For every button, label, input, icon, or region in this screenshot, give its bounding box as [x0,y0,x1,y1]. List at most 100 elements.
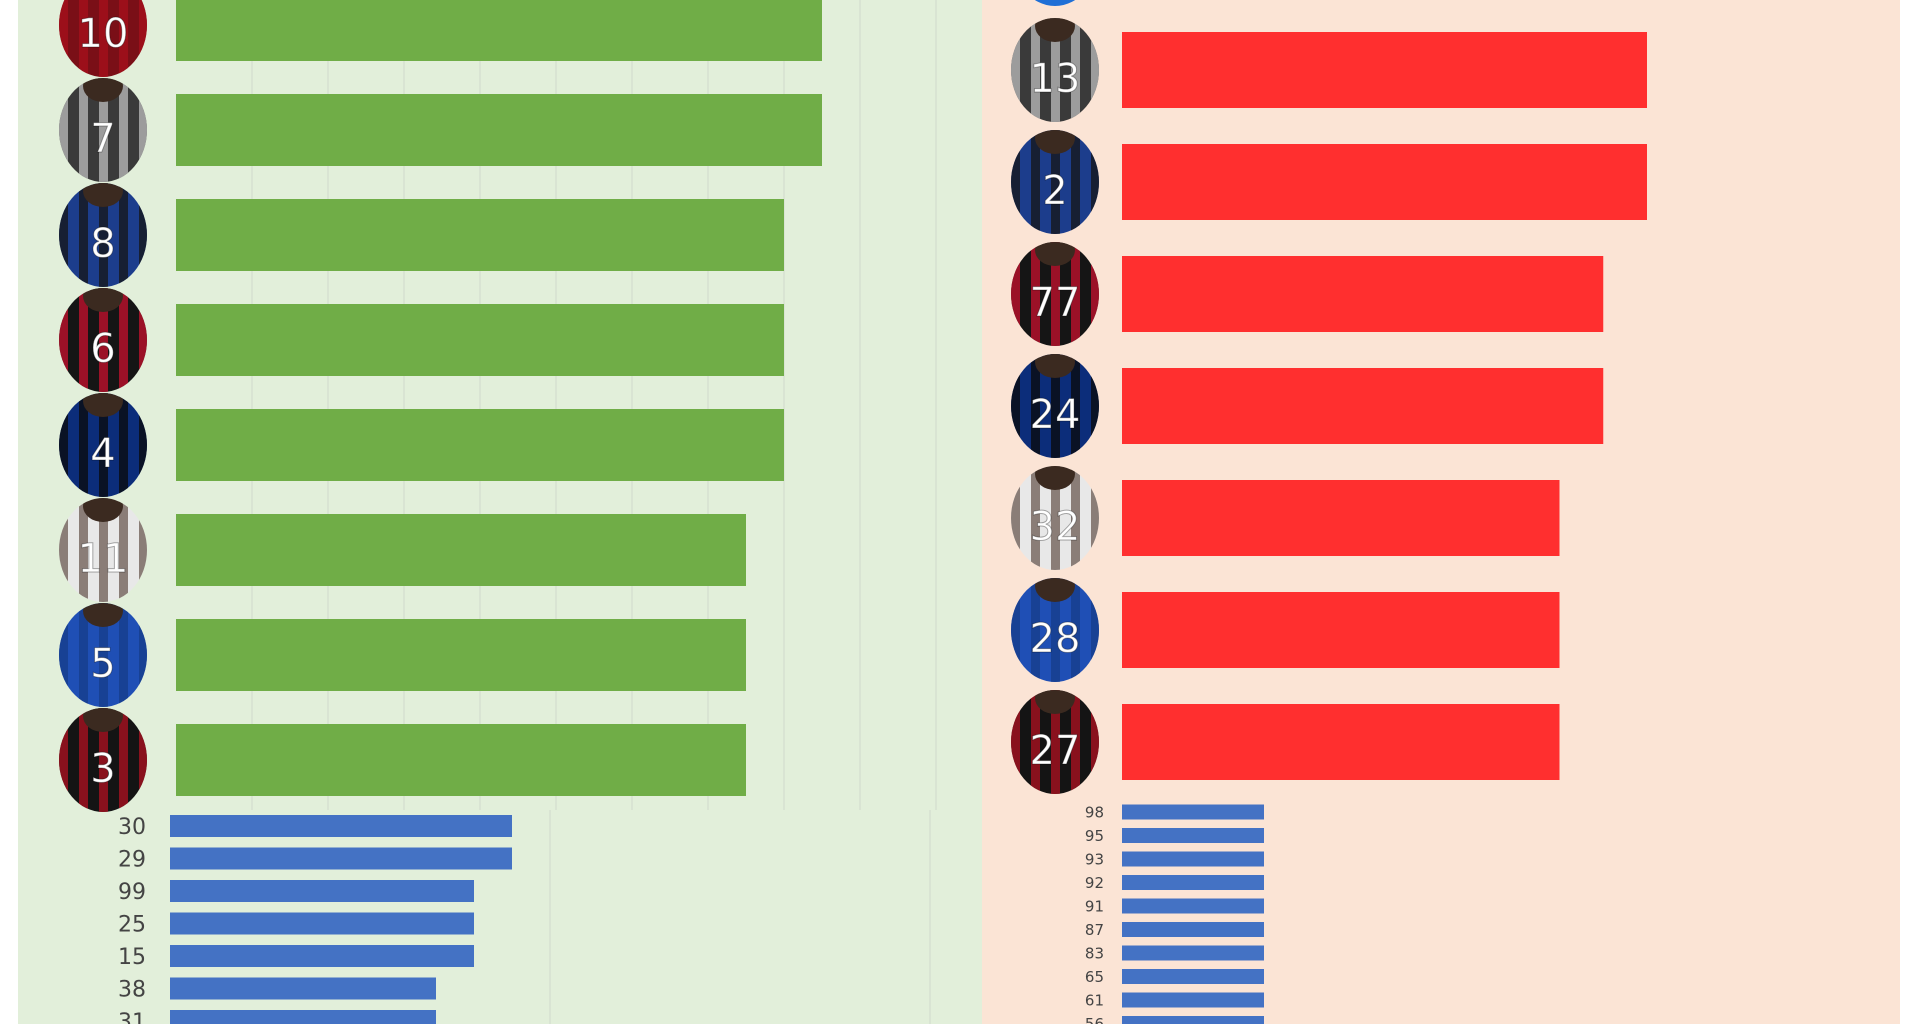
green-bar-4 [176,409,784,481]
jersey-stripe [1031,578,1040,682]
jersey-stripe [59,498,68,602]
green-bar-11 [176,514,746,586]
jersey-stripe [59,603,68,707]
blue-left-tick-label-99: 99 [118,880,146,905]
jersey-stripe [119,288,128,392]
green-avatar-7: 7 [59,78,147,182]
green-avatar-5: 5 [59,603,147,707]
jersey-number-art: 24 [1030,392,1081,438]
jersey-stripe [1011,18,1020,122]
jersey-stripe [79,78,88,182]
green-avatar-11: 11 [59,498,147,602]
avatar-image: 32 [1011,466,1099,570]
jersey-stripe [139,603,147,707]
jersey-stripe [59,78,68,182]
avatar-image: 7 [59,78,147,182]
red-bar-28 [1122,592,1560,668]
jersey-stripe [1071,130,1080,234]
jersey-stripe [79,603,88,707]
blue-left-tick-label-15: 15 [118,945,146,970]
jersey-number-art: 7 [90,116,115,162]
jersey-stripe [79,393,88,497]
blue-left-bar-99 [170,880,474,902]
blue-right-tick-label-56: 56 [1085,1015,1104,1024]
jersey-stripe [1091,242,1099,346]
player-head [1035,130,1075,154]
red-avatar-28: 28 [1011,578,1099,682]
red-bar-13 [1122,32,1647,108]
jersey-stripe [1011,578,1020,682]
jersey-stripe [1031,690,1040,794]
blue-left-tick-label-29: 29 [118,847,146,872]
jersey-stripe [1011,130,1020,234]
jersey-stripe [1031,466,1040,570]
jersey-stripe [1051,130,1060,234]
green-avatar-8: 8 [59,183,147,287]
jersey-stripe [1051,466,1060,570]
red-bar-27 [1122,704,1560,780]
jersey-number-art: 6 [90,326,115,372]
blue-left-bar-25 [170,912,474,935]
blue-right-tick-label-93: 93 [1085,850,1104,868]
jersey-stripe [139,393,147,497]
jersey-stripe [99,183,108,287]
green-bar-10 [176,0,822,61]
red-avatar-partial [1034,0,1076,6]
blue-left-bar-38 [170,977,436,1000]
avatar-image: 11 [59,498,147,602]
avatar-image: 28 [1011,578,1099,682]
jersey-number-art: 77 [1030,280,1081,326]
jersey-stripe [119,78,128,182]
jersey-number-art: 4 [90,431,115,477]
jersey-number-art: 28 [1030,616,1081,662]
blue-right-bar-93 [1122,851,1264,867]
green-avatar-4: 4 [59,393,147,497]
avatar-image: 2 [1011,130,1099,234]
jersey-stripe [119,0,128,77]
player-head [83,78,123,102]
jersey-stripe [99,498,108,602]
jersey-stripe [59,183,68,287]
jersey-stripe [1031,354,1040,458]
red-bar-2 [1122,144,1647,220]
player-head [83,708,123,732]
avatar-image: 5 [59,603,147,707]
jersey-stripe [139,498,147,602]
jersey-stripe [1051,354,1060,458]
jersey-stripe [1091,354,1099,458]
jersey-stripe [1091,130,1099,234]
jersey-stripe [1051,690,1060,794]
jersey-stripe [79,0,88,77]
avatar-image: 4 [59,393,147,497]
jersey-stripe [119,498,128,602]
jersey-stripe [59,708,68,812]
player-head [1035,466,1075,490]
jersey-stripe [119,708,128,812]
player-head [1035,690,1075,714]
jersey-stripe [1071,466,1080,570]
jersey-stripe [79,183,88,287]
jersey-stripe [139,288,147,392]
blue-right-tick-label-98: 98 [1085,803,1104,821]
blue-left-tick-label-25: 25 [118,912,146,937]
jersey-number-art: 11 [78,536,129,582]
jersey-stripe [1011,242,1020,346]
blue-right-tick-label-61: 61 [1085,991,1104,1009]
jersey-stripe [1031,242,1040,346]
red-avatar-13: 13 [1011,18,1099,122]
player-head [83,603,123,627]
jersey-stripe [119,183,128,287]
jersey-stripe [59,393,68,497]
blue-right-bar-61 [1122,992,1264,1008]
red-bar-77 [1122,256,1604,332]
jersey-stripe [1091,18,1099,122]
blue-right-bar-92 [1122,875,1264,890]
blue-right-tick-label-91: 91 [1085,897,1104,915]
avatar-image: 8 [59,183,147,287]
blue-left-bar-30 [170,815,512,837]
jersey-stripe [1031,130,1040,234]
green-avatar-6: 6 [59,288,147,392]
blue-right-tick-label-95: 95 [1085,827,1104,845]
blue-right-tick-label-83: 83 [1085,944,1104,962]
jersey-stripe [1071,242,1080,346]
